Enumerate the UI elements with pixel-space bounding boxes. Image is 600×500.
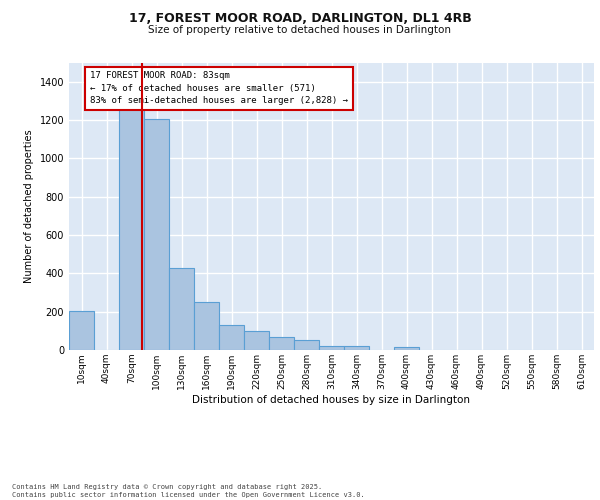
Bar [319,346,344,350]
Bar [294,340,319,350]
X-axis label: Distribution of detached houses by size in Darlington: Distribution of detached houses by size … [193,394,470,404]
Text: 17, FOREST MOOR ROAD, DARLINGTON, DL1 4RB: 17, FOREST MOOR ROAD, DARLINGTON, DL1 4R… [128,12,472,26]
Bar [119,90,144,350]
Bar [269,336,294,350]
Text: Contains HM Land Registry data © Crown copyright and database right 2025.
Contai: Contains HM Land Registry data © Crown c… [12,484,365,498]
Y-axis label: Number of detached properties: Number of detached properties [24,130,34,283]
Text: Size of property relative to detached houses in Darlington: Size of property relative to detached ho… [149,25,452,35]
Bar [144,119,169,350]
Bar [344,346,369,350]
Bar [169,268,194,350]
Bar [219,325,244,350]
Bar [194,302,219,350]
Bar [244,331,269,350]
Bar [69,310,94,350]
Text: 17 FOREST MOOR ROAD: 83sqm
← 17% of detached houses are smaller (571)
83% of sem: 17 FOREST MOOR ROAD: 83sqm ← 17% of deta… [90,71,348,105]
Bar [394,347,419,350]
